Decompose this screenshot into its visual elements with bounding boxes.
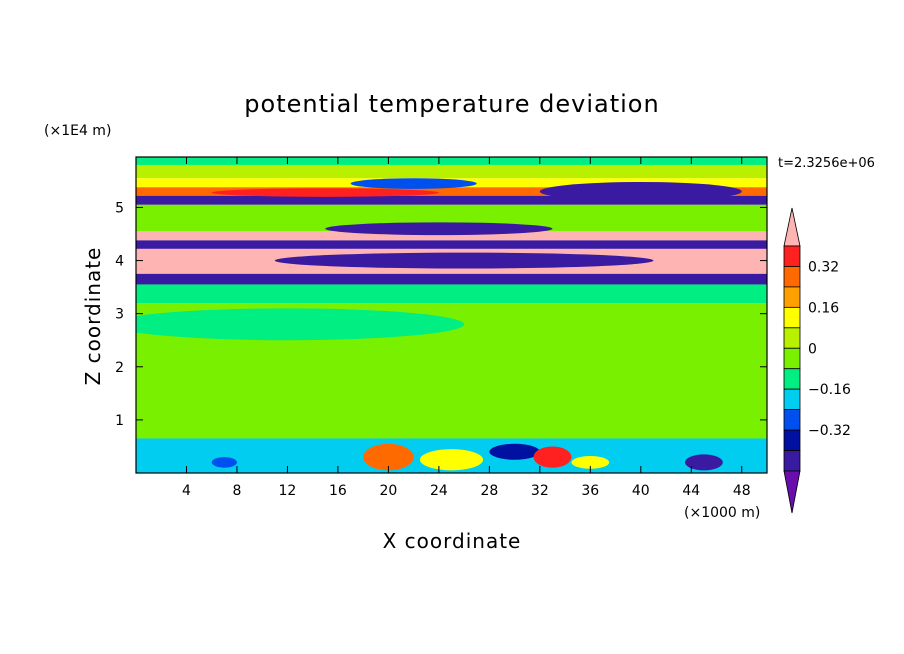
contour-patch-2 — [211, 188, 439, 197]
contour-band-7 — [136, 240, 767, 249]
contour-band-9 — [136, 273, 767, 285]
colorbar-segment-8 — [783, 409, 801, 431]
contour-patch-11 — [684, 454, 723, 471]
y-tick-label-4: 4 — [115, 254, 124, 270]
contour-field — [136, 157, 767, 473]
x-tick-label-28: 28 — [480, 483, 498, 499]
colorbar-segment-10 — [783, 450, 801, 472]
colorbar-segment-0 — [783, 245, 801, 267]
colorbar-tick-label-4: −0.32 — [808, 423, 851, 439]
contour-patch-10 — [571, 456, 610, 469]
colorbar-segment-4 — [783, 327, 801, 349]
colorbar-segment-3 — [783, 306, 801, 329]
x-axis: 4 8 12 16 20 24 28 32 36 40 44 48 — [182, 157, 751, 499]
time-label: t=2.3256e+06 — [778, 156, 875, 171]
contour-patch-0 — [350, 178, 477, 189]
colorbar-segment-5 — [783, 347, 801, 370]
colorbar-tick-label-1: 0.16 — [808, 300, 839, 316]
colorbar-segment-9 — [783, 429, 801, 451]
x-unit-label: (×1000 m) — [684, 505, 760, 521]
contour-patch-7 — [419, 449, 484, 471]
contour-patch-12 — [211, 457, 237, 468]
x-tick-label-12: 12 — [279, 483, 297, 499]
y-tick-label-1: 1 — [115, 413, 124, 429]
x-tick-label-32: 32 — [531, 483, 549, 499]
colorbar-segment-7 — [783, 388, 801, 411]
contour-band-3 — [136, 187, 767, 196]
contour-patch-6 — [363, 443, 414, 471]
y-axis: 1 2 3 4 5 — [115, 200, 767, 429]
contour-patch-8 — [489, 443, 540, 460]
y-tick-label-2: 2 — [115, 360, 124, 376]
colorbar-tick-label-2: 0 — [808, 341, 817, 357]
contour-patch-4 — [274, 252, 654, 269]
chart-title: potential temperature deviation — [244, 90, 659, 118]
contour-band-0 — [136, 157, 767, 165]
y-axis-label: Z coordinate — [81, 247, 105, 386]
colorbar-segment-2 — [783, 286, 801, 308]
x-tick-label-48: 48 — [733, 483, 751, 499]
x-tick-label-40: 40 — [632, 483, 650, 499]
colorbar-tick-label-0: 0.32 — [808, 259, 839, 275]
contour-band-6 — [136, 231, 767, 241]
y-tick-label-5: 5 — [115, 200, 124, 216]
colorbar-tick-label-3: −0.16 — [808, 382, 851, 398]
x-axis-label: X coordinate — [383, 529, 522, 553]
colorbar-segment-1 — [783, 266, 801, 288]
contour-patch-1 — [539, 181, 742, 202]
contour-patch-9 — [533, 446, 572, 468]
x-tick-label-20: 20 — [379, 483, 397, 499]
x-tick-label-8: 8 — [232, 483, 241, 499]
colorbar-top-arrow — [783, 207, 801, 247]
plot-frame — [135, 156, 768, 474]
y-tick-label-3: 3 — [115, 307, 124, 323]
contour-band-10 — [136, 284, 767, 304]
x-tick-label-44: 44 — [682, 483, 700, 499]
colorbar-bottom-arrow — [783, 470, 801, 514]
contour-band-1 — [136, 164, 767, 179]
colorbar-segment-6 — [783, 368, 801, 390]
y-unit-label: (×1E4 m) — [44, 123, 111, 139]
x-tick-label-4: 4 — [182, 483, 191, 499]
contour-patch-3 — [325, 222, 553, 236]
contour-patch-5 — [136, 308, 465, 341]
colorbar: 0.32 0.16 0 −0.16 −0.32 — [783, 207, 851, 514]
x-tick-label-36: 36 — [581, 483, 599, 499]
x-tick-label-24: 24 — [430, 483, 448, 499]
contour-band-4 — [136, 195, 767, 205]
x-tick-label-16: 16 — [329, 483, 347, 499]
